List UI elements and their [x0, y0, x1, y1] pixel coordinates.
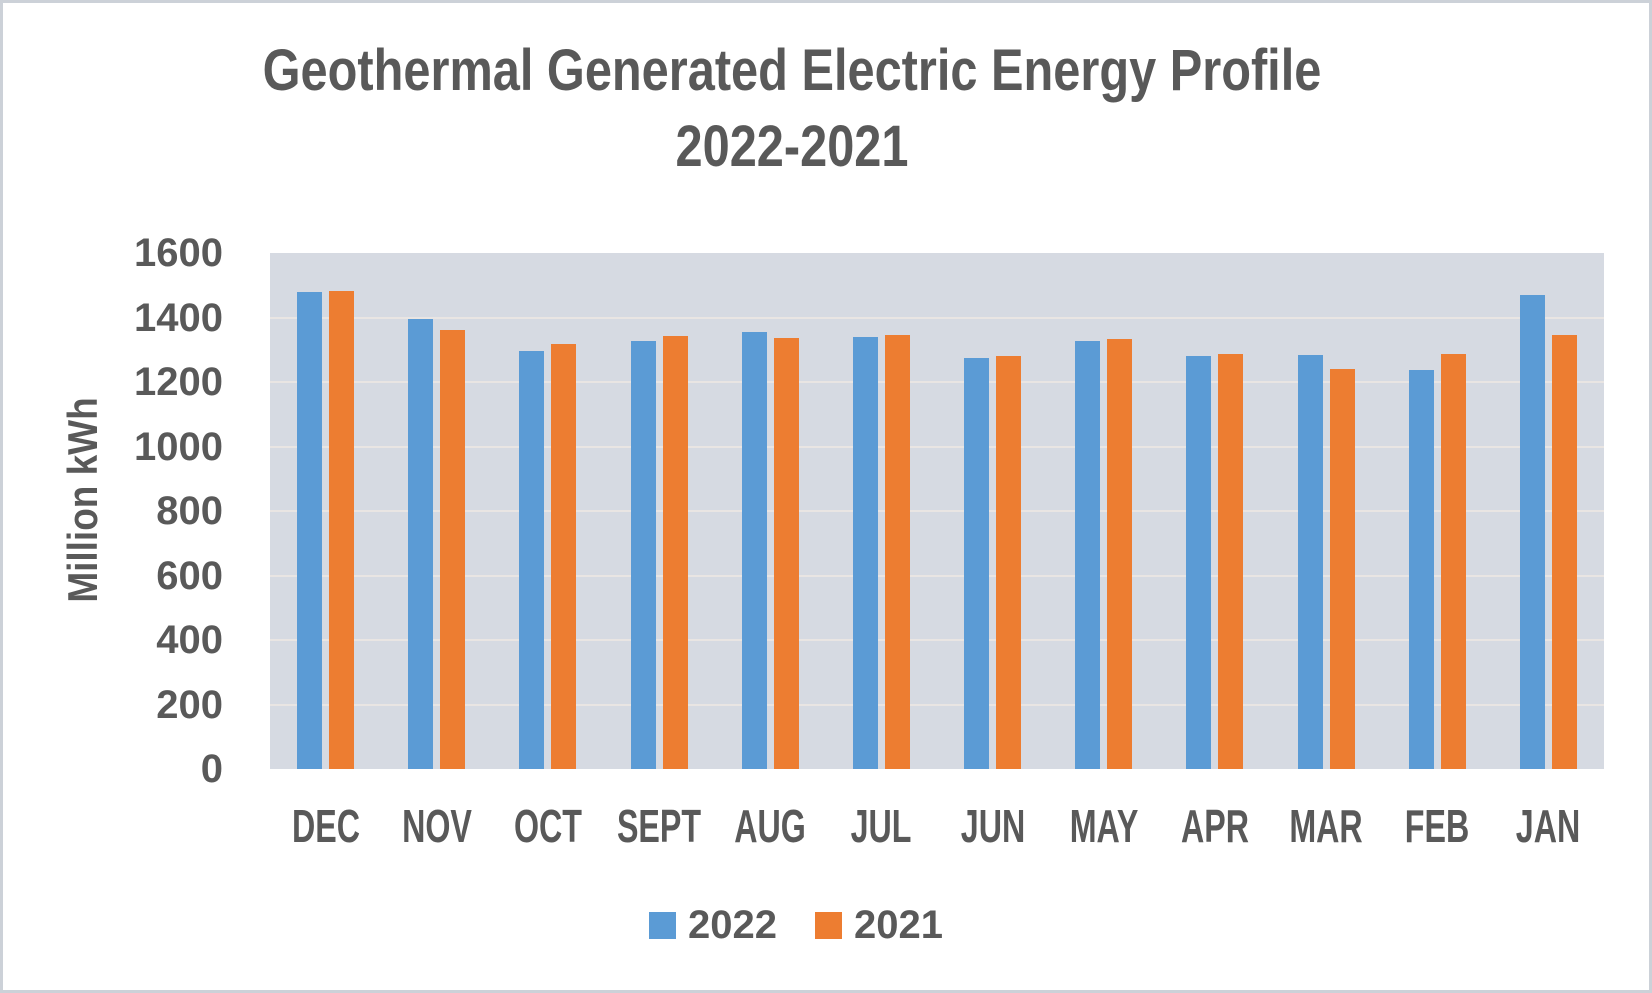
bar-2022-MAR: [1298, 355, 1323, 769]
gridline-400: [270, 639, 1604, 641]
x-axis-label-DEC: DEC: [292, 800, 360, 852]
y-axis-tick-1000: 1000: [134, 424, 223, 469]
bar-2021-MAR: [1330, 369, 1355, 769]
x-axis-label-NOV: NOV: [402, 800, 472, 852]
bar-2022-SEPT: [631, 341, 656, 769]
bar-2021-JUN: [996, 356, 1021, 769]
legend-item-2022: 2022: [649, 901, 777, 949]
gridline-600: [270, 574, 1604, 577]
x-axis-label-AUG: AUG: [734, 800, 806, 852]
bar-2022-JUL: [853, 337, 878, 769]
y-axis-tick-800: 800: [156, 489, 223, 533]
bar-2021-MAY: [1107, 339, 1132, 769]
bar-2021-APR: [1218, 354, 1243, 769]
bar-2021-NOV: [440, 330, 465, 769]
legend-swatch-2022: [649, 911, 677, 939]
gridline-200: [270, 703, 1604, 706]
bar-2022-DEC: [297, 292, 322, 769]
bar-2022-JAN: [1520, 295, 1545, 769]
x-axis-label-JUN: JUN: [960, 800, 1026, 852]
bar-2022-OCT: [519, 351, 544, 769]
bar-2021-AUG: [774, 338, 799, 769]
x-axis-label-MAY: MAY: [1069, 800, 1139, 852]
bar-2022-FEB: [1409, 370, 1434, 769]
bar-2021-FEB: [1441, 354, 1466, 769]
bar-2022-AUG: [742, 332, 767, 769]
y-axis-tick-1200: 1200: [134, 360, 223, 404]
bar-2022-MAY: [1075, 341, 1100, 769]
x-axis-label-FEB: FEB: [1404, 800, 1470, 852]
bar-2021-OCT: [551, 344, 576, 769]
chart-title-line-1: Geothermal Generated Electric Energy Pro…: [262, 38, 1322, 103]
legend: 2022 2021: [3, 899, 1589, 951]
x-axis-label-JAN: JAN: [1515, 800, 1581, 852]
x-axis-label-JUL: JUL: [850, 800, 912, 852]
legend-label-2022: 2022: [688, 903, 777, 947]
gridline-1000: [270, 445, 1604, 448]
bar-2021-SEPT: [663, 336, 688, 769]
gridline-1200: [270, 381, 1604, 383]
x-axis-label-SEPT: SEPT: [616, 800, 702, 852]
legend-swatch-2021: [815, 911, 842, 939]
y-axis-tick-1600: 1600: [134, 231, 223, 275]
y-axis-tick-0: 0: [200, 747, 223, 791]
gridline-800: [270, 510, 1604, 512]
legend-label-2021: 2021: [854, 903, 943, 947]
y-axis-tick-200: 200: [156, 682, 223, 727]
x-axis-label-MAR: MAR: [1289, 800, 1363, 852]
bar-2022-APR: [1186, 356, 1211, 769]
bar-2021-JAN: [1552, 335, 1577, 769]
chart-title: Geothermal Generated Electric Energy Pro…: [3, 33, 1581, 185]
bar-2022-NOV: [408, 319, 433, 769]
x-axis-label-APR: APR: [1181, 800, 1249, 852]
y-axis-tick-600: 600: [156, 553, 223, 598]
bar-2021-JUL: [885, 335, 910, 769]
y-axis-tick-400: 400: [156, 618, 223, 662]
legend-item-2021: 2021: [815, 901, 943, 949]
chart-title-line-2: 2022-2021: [675, 114, 909, 179]
plot-area: [270, 253, 1604, 769]
gridline-1400: [270, 316, 1604, 319]
bar-2022-JUN: [964, 358, 989, 769]
x-axis-label-OCT: OCT: [514, 800, 582, 852]
bar-2021-DEC: [329, 291, 354, 769]
y-axis-tick-1400: 1400: [134, 295, 223, 340]
